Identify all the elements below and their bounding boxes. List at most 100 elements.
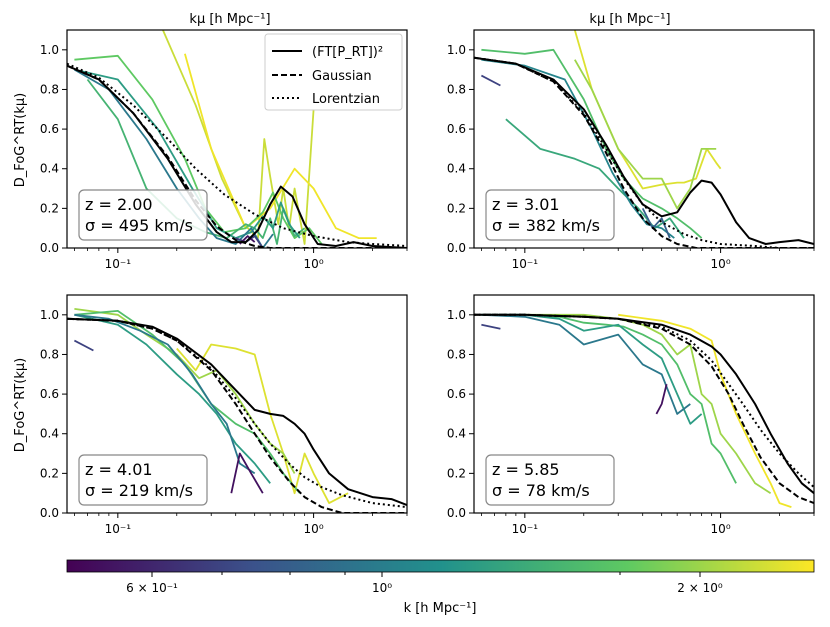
y-tick-label: 0.6 [447,387,466,401]
y-tick-label: 0.8 [447,347,466,361]
y-tick-label: 0.4 [447,162,466,176]
data-line-6 [481,323,501,330]
y-tick-label: 0.6 [40,122,59,136]
gaussian-curve [474,313,814,505]
ft-curve [67,64,407,248]
colorbar: 6 × 10⁻¹ 10⁰ 2 × 10⁰ k [h Mpc⁻¹] [66,559,815,616]
x-tick-label: 10⁰ [304,522,324,536]
data-line-7 [655,383,668,415]
ylabel-top: D_FoG^RT(kμ) [13,93,28,187]
data-line-2 [574,59,717,210]
y-tick-label: 1.0 [40,308,59,322]
panel-2-lines [474,30,814,248]
data-line-6 [73,339,94,352]
data-line-1 [176,343,349,505]
panel-2: 0.0 0.2 0.4 0.6 0.8 1.0 10⁻¹ 10⁰ z = 3.01 σ = 382… [447,29,815,271]
panel-3-annotation-line: z = 4.01 [85,460,153,479]
colorbar-gradient [66,559,815,573]
ft-curve [474,56,814,245]
gaussian-curve [67,64,407,248]
lorentzian-curve [474,56,814,248]
y-tick-label: 0.4 [447,427,466,441]
panel-1: 0.0 0.2 0.4 0.6 0.8 1.0 10⁻¹ 10⁰ z = 2.00 σ = 495… [40,29,408,271]
y-tick-label: 0.2 [447,201,466,215]
y-tick-label: 0.0 [447,241,466,255]
data-line-7 [641,207,671,239]
panel-4-annotation-line: σ = 78 km/s [492,481,590,500]
panel-2-frame [473,29,815,249]
y-tick-label: 0.0 [40,506,59,520]
panel-4-annotation-line: z = 5.85 [492,460,560,479]
data-line-4 [505,118,685,239]
y-tick-label: 0.2 [40,201,59,215]
y-tick-label: 0.8 [447,82,466,96]
data-line-3 [481,313,737,484]
data-line-5 [481,313,691,415]
x-tick-label: 10⁻¹ [105,522,132,536]
panel-3-annotation-line: σ = 219 km/s [85,481,193,500]
panel-4-lines [474,313,814,508]
panel-2-annotation-box [485,189,615,241]
panel-3-annotation-box [78,454,208,506]
panel-1-annotation-line: z = 2.00 [85,195,153,214]
legend-gaussian-label: Gaussian [312,69,372,84]
colorbar-tick-label-3: 2 × 10⁰ [677,581,723,595]
panel-2-annotation-line: z = 3.01 [492,195,560,214]
panel-2-annotation-line: σ = 382 km/s [492,216,600,235]
data-line-5 [74,313,256,475]
y-tick-label: 0.6 [447,122,466,136]
y-tick-label: 1.0 [40,43,59,57]
panel-3-frame [66,294,408,514]
colorbar-label: k [h Mpc⁻¹] [404,601,477,616]
panel-3-lines [67,308,407,513]
x-tick-label: 10⁻¹ [512,257,539,271]
data-line-1 [573,30,722,190]
top-xlabel-left: kμ [h Mpc⁻¹] [189,12,270,27]
ft-curve [67,317,407,507]
panel-3: 0.0 0.2 0.4 0.6 0.8 1.0 10⁻¹ 10⁰ z = 4.01 σ = 219… [40,294,408,536]
y-tick-label: 0.0 [40,241,59,255]
panel-1-annotation-box [78,189,208,241]
data-line-2 [184,53,377,240]
data-line-3 [481,48,703,239]
ylabel-bottom: D_FoG^RT(kμ) [13,358,28,452]
colorbar-tick-label-2: 10⁰ [372,581,392,595]
legend-box [264,33,403,111]
x-tick-label: 10⁻¹ [512,522,539,536]
data-line-3 [74,54,323,245]
y-tick-label: 0.8 [40,82,59,96]
lorentzian-curve [67,62,407,247]
y-tick-label: 0.8 [40,347,59,361]
panel-4-annotation-box [485,454,615,506]
y-tick-label: 0.0 [447,506,466,520]
lorentzian-curve [67,317,407,509]
y-tick-label: 0.2 [40,466,59,480]
y-tick-label: 0.4 [40,427,59,441]
x-tick-label: 10⁰ [711,257,731,271]
data-line-2 [74,308,296,474]
data-line-6 [480,74,501,87]
data-line-1 [161,30,315,245]
data-line-7 [230,452,264,494]
legend-ft-label: (FT[P_RT])² [312,45,383,60]
panel-1-lines [67,30,407,248]
x-tick-label: 10⁻¹ [105,257,132,271]
data-line-5 [481,58,675,239]
x-tick-label: 10⁰ [304,257,324,271]
y-tick-label: 0.4 [40,162,59,176]
panel-1-frame [66,29,408,249]
legend: (FT[P_RT])² Gaussian Lorentzian [264,33,403,111]
panel-4: 0.0 0.2 0.4 0.6 0.8 1.0 10⁻¹ 10⁰ z = 5.85 σ = 78 … [447,294,815,536]
colorbar-tick-label-1: 6 × 10⁻¹ [126,581,178,595]
y-tick-label: 1.0 [447,308,466,322]
panel-4-frame [473,294,815,514]
y-tick-label: 1.0 [447,43,466,57]
y-tick-label: 0.2 [447,466,466,480]
data-line-4 [74,313,271,484]
x-tick-label: 10⁰ [711,522,731,536]
panel-1-annotation-line: σ = 495 km/s [85,216,193,235]
top-xlabel-right: kμ [h Mpc⁻¹] [589,12,670,27]
y-tick-label: 0.6 [40,387,59,401]
legend-lorentzian-label: Lorentzian [312,92,380,107]
